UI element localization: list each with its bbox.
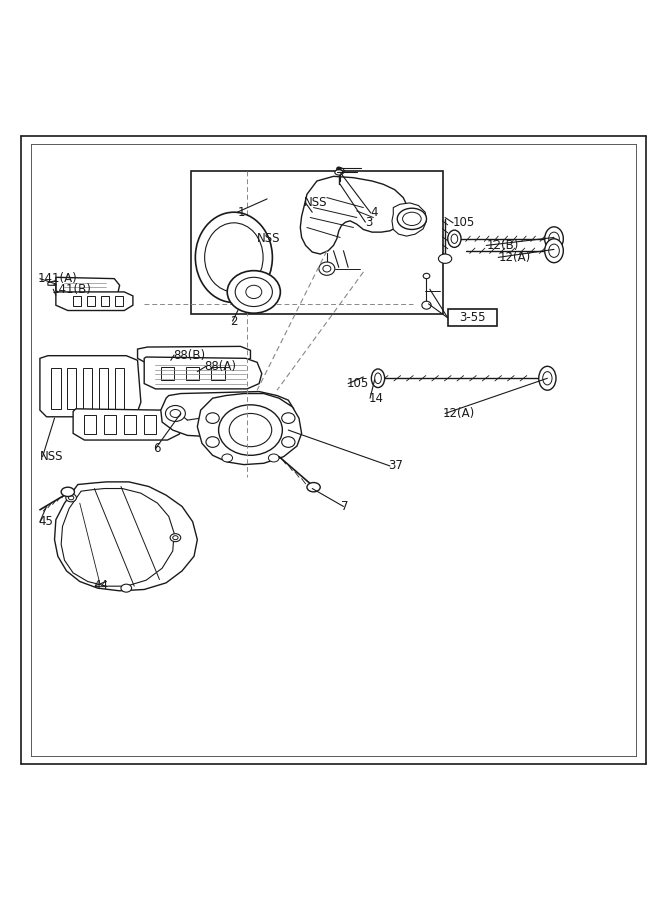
Text: 1: 1 [237, 206, 245, 219]
Ellipse shape [206, 436, 219, 447]
Ellipse shape [335, 170, 343, 175]
Ellipse shape [205, 223, 263, 292]
Ellipse shape [398, 208, 426, 230]
Ellipse shape [273, 403, 293, 419]
Text: 105: 105 [347, 377, 369, 390]
Text: 141(B): 141(B) [51, 283, 91, 296]
Polygon shape [55, 482, 197, 590]
Text: 141(A): 141(A) [38, 272, 77, 285]
Text: 105: 105 [453, 216, 476, 230]
Bar [124, 416, 136, 434]
Ellipse shape [61, 487, 75, 497]
Ellipse shape [170, 534, 181, 542]
Text: 6: 6 [153, 442, 160, 455]
Ellipse shape [66, 494, 77, 502]
Text: 14: 14 [369, 392, 384, 405]
Text: 88(A): 88(A) [204, 360, 236, 373]
Bar [448, 310, 497, 327]
Polygon shape [197, 393, 301, 464]
Ellipse shape [227, 271, 280, 313]
Bar [73, 296, 81, 306]
Text: NSS: NSS [303, 196, 327, 210]
Ellipse shape [268, 454, 279, 462]
Text: 3-55: 3-55 [459, 311, 486, 324]
Polygon shape [144, 357, 261, 389]
Polygon shape [48, 281, 56, 285]
Polygon shape [40, 356, 141, 417]
Bar [85, 416, 96, 434]
Bar [211, 367, 225, 381]
Polygon shape [137, 346, 251, 364]
Bar [67, 367, 77, 409]
Bar [101, 296, 109, 306]
Text: 88(B): 88(B) [173, 348, 205, 362]
Ellipse shape [281, 413, 295, 423]
Ellipse shape [545, 227, 564, 251]
Polygon shape [300, 176, 408, 254]
Text: 12(B): 12(B) [486, 238, 519, 252]
Bar [115, 367, 124, 409]
Text: 7: 7 [342, 500, 349, 513]
Ellipse shape [281, 436, 295, 447]
Ellipse shape [222, 454, 233, 462]
Ellipse shape [307, 482, 320, 491]
Ellipse shape [448, 230, 461, 248]
Bar [87, 296, 95, 306]
Text: NSS: NSS [257, 232, 281, 246]
Bar [83, 367, 93, 409]
Bar [99, 367, 108, 409]
Polygon shape [56, 277, 119, 297]
Ellipse shape [422, 302, 431, 310]
Ellipse shape [219, 405, 282, 455]
Ellipse shape [337, 167, 341, 170]
Text: NSS: NSS [40, 450, 63, 464]
Text: 12(A): 12(A) [443, 407, 476, 420]
Bar [51, 367, 61, 409]
Ellipse shape [229, 413, 271, 446]
Polygon shape [161, 392, 293, 438]
Ellipse shape [319, 262, 335, 275]
Polygon shape [61, 489, 174, 586]
Text: 45: 45 [38, 515, 53, 528]
Text: 3: 3 [366, 216, 373, 229]
Ellipse shape [438, 254, 452, 264]
Bar [115, 296, 123, 306]
Bar [161, 367, 174, 381]
Ellipse shape [372, 369, 385, 388]
Bar [186, 367, 199, 381]
Polygon shape [392, 202, 426, 236]
Text: 12(A): 12(A) [498, 251, 530, 264]
Text: 2: 2 [231, 315, 238, 328]
Ellipse shape [206, 413, 219, 423]
Ellipse shape [539, 366, 556, 391]
Ellipse shape [121, 584, 131, 592]
Polygon shape [56, 292, 133, 310]
Ellipse shape [165, 406, 185, 421]
Ellipse shape [235, 277, 272, 307]
Bar [144, 416, 156, 434]
Polygon shape [73, 409, 182, 440]
Text: 4: 4 [371, 206, 378, 220]
Text: 37: 37 [388, 459, 403, 472]
Bar [191, 171, 443, 314]
Ellipse shape [338, 170, 342, 173]
Bar [104, 416, 116, 434]
Ellipse shape [423, 274, 430, 279]
Ellipse shape [545, 238, 564, 263]
Text: 44: 44 [93, 579, 108, 592]
Ellipse shape [195, 212, 272, 302]
